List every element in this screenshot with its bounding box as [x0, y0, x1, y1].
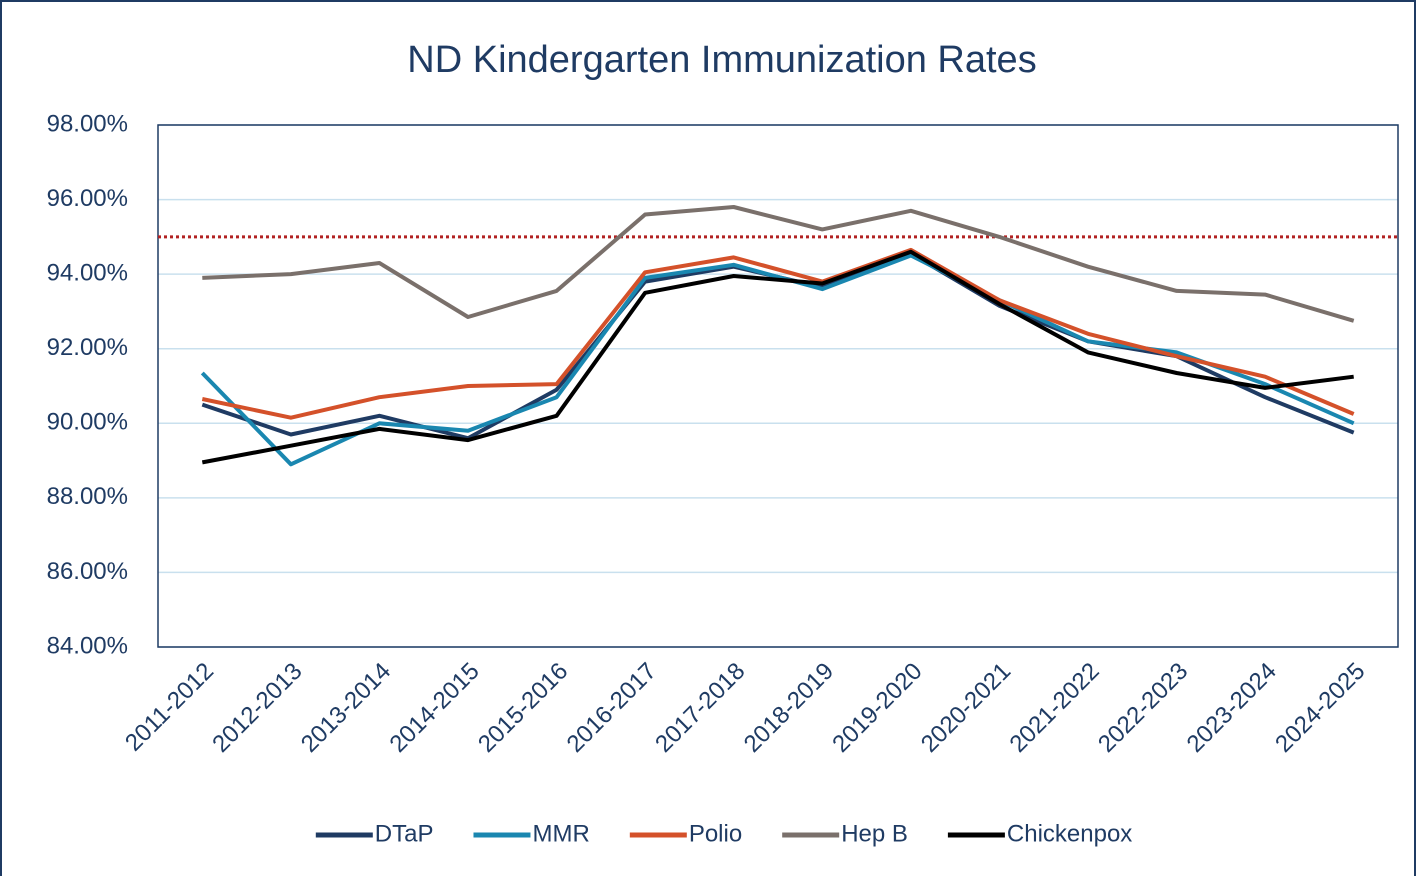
y-tick-label: 94.00% — [47, 259, 128, 286]
y-tick-label: 96.00% — [47, 185, 128, 212]
series-line — [201, 247, 1355, 420]
y-tick-label: 90.00% — [47, 409, 128, 436]
chart-title: ND Kindergarten Immunization Rates — [407, 39, 1036, 81]
legend-label: Polio — [689, 820, 742, 847]
legend-label: MMR — [532, 820, 589, 847]
series-line — [202, 205, 1355, 323]
y-tick-label: 98.00% — [47, 110, 128, 137]
series-line — [201, 249, 1354, 465]
legend-label: Hep B — [841, 820, 908, 847]
y-tick-label: 86.00% — [47, 558, 128, 585]
plot-border — [157, 124, 1399, 648]
y-tick-label: 84.00% — [47, 632, 128, 659]
y-tick-label: 92.00% — [47, 334, 128, 361]
y-tick-label: 88.00% — [47, 483, 128, 510]
legend-label: Chickenpox — [1007, 820, 1132, 847]
legend-label: DTaP — [375, 820, 434, 847]
legend: DTaP MMR Polio Hep B Chickenpox — [315, 820, 1132, 847]
